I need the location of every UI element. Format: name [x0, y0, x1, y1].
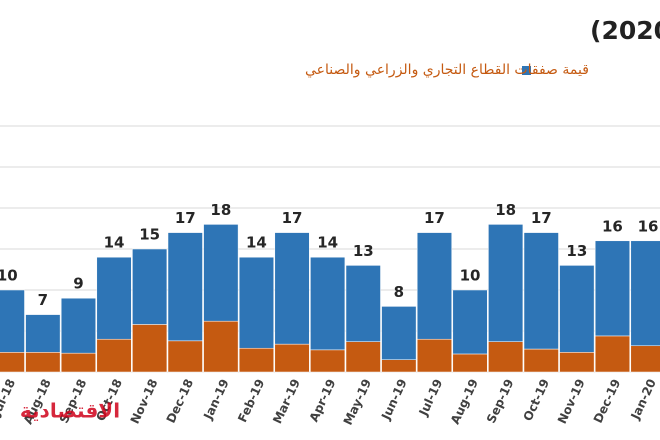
- x-tick-label: Jul-18: [0, 377, 18, 419]
- data-label: 17: [282, 209, 303, 227]
- data-label: 16: [638, 217, 659, 235]
- bar-segment: [381, 359, 417, 373]
- x-tick-label: Aug-19: [448, 377, 481, 427]
- data-label: 8: [394, 283, 404, 301]
- data-label: 9: [73, 275, 83, 293]
- bar-segment: [594, 335, 630, 373]
- legend-label: قيمة صفقات القطاع التجاري والزراعي والصن…: [305, 62, 589, 78]
- bar-segment: [523, 348, 559, 373]
- data-label: 17: [424, 209, 445, 227]
- x-tick-label: Mar-19: [270, 377, 303, 426]
- bar-segment: [488, 224, 524, 342]
- x-tick-label: Dec-19: [591, 377, 624, 425]
- x-tick-label: Jul-19: [416, 377, 446, 419]
- data-label: 18: [210, 201, 231, 219]
- bar-segment: [132, 324, 168, 373]
- data-label: 18: [495, 201, 516, 219]
- data-label: 14: [104, 234, 125, 252]
- bar-segment: [381, 306, 417, 360]
- legend-swatch: [522, 66, 531, 75]
- bar-segment: [60, 352, 96, 373]
- bar-segment: [416, 232, 452, 340]
- bar-segment: [559, 265, 595, 353]
- bar-segment: [238, 347, 274, 373]
- bar-segment: [452, 353, 488, 373]
- bar-segment: [274, 343, 310, 373]
- x-tick-label: Jan-20: [628, 377, 659, 423]
- bar-segment: [203, 320, 239, 373]
- bar-segment: [132, 248, 168, 325]
- bar-segment: [310, 256, 346, 351]
- bar-segment: [203, 224, 239, 322]
- bar-segment: [488, 341, 524, 373]
- x-tick-label: Feb-19: [235, 377, 267, 425]
- bar-segment: [416, 338, 452, 373]
- bar-segment: [310, 349, 346, 373]
- bar-segment: [167, 340, 203, 373]
- x-tick-label: May-19: [341, 377, 374, 427]
- data-label: 10: [0, 267, 18, 285]
- bar-segment: [523, 232, 559, 350]
- bar-segment: [0, 289, 25, 353]
- data-label: 7: [38, 291, 48, 309]
- x-tick-label: Dec-18: [164, 377, 197, 425]
- bar-segment: [25, 314, 61, 353]
- bar-segment: [630, 345, 660, 373]
- bar-segment: [167, 232, 203, 342]
- data-label: 17: [175, 209, 196, 227]
- x-tick-label: Jan-19: [201, 377, 232, 423]
- bar-segment: [25, 352, 61, 373]
- data-label: 13: [566, 242, 587, 260]
- bar-segment: [452, 289, 488, 355]
- bar-segment: [345, 265, 381, 342]
- x-tick-label: Nov-18: [128, 377, 161, 426]
- bar-segment: [0, 352, 25, 373]
- bar-segment: [559, 352, 595, 373]
- watermark: الاقتصادية: [20, 399, 120, 423]
- chart-title: قيمة الصفقات العقارية الشهرية خلال (2018…: [590, 16, 660, 46]
- bar-segment: [274, 232, 310, 345]
- data-label: 14: [317, 234, 338, 252]
- data-label: 14: [246, 234, 267, 252]
- bar-segment: [96, 338, 132, 373]
- bar-segment: [594, 240, 630, 337]
- data-label: 15: [139, 226, 160, 244]
- data-label: 13: [353, 242, 374, 260]
- x-tick-label: Apr-19: [307, 377, 339, 424]
- bar-segment: [96, 256, 132, 340]
- bar-segment: [60, 297, 96, 354]
- bar-segment: [630, 240, 660, 347]
- x-tick-label: Oct-19: [521, 377, 553, 423]
- bar-segment: [238, 256, 274, 349]
- x-tick-label: Nov-19: [555, 377, 588, 426]
- data-label: 16: [602, 217, 623, 235]
- data-label: 17: [531, 209, 552, 227]
- data-label: 10: [460, 267, 481, 285]
- bar-segment: [345, 341, 381, 373]
- x-tick-label: Jun-19: [378, 377, 409, 423]
- x-tick-label: Sep-19: [484, 377, 517, 426]
